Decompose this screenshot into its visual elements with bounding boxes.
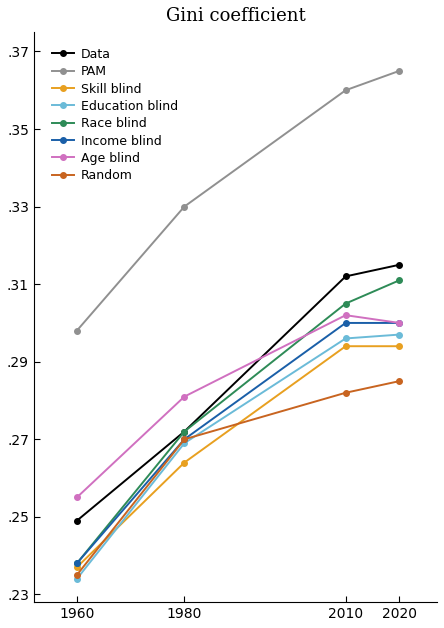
Data: [74, 517, 79, 524]
Age blind: [343, 311, 348, 319]
Data: [397, 261, 402, 269]
Age blind: [397, 319, 402, 327]
Line: Random: Random: [74, 378, 402, 578]
Income blind: [182, 436, 187, 443]
Line: PAM: PAM: [74, 68, 402, 333]
Line: Income blind: Income blind: [74, 320, 402, 566]
Data: [182, 428, 187, 435]
Random: [182, 436, 187, 443]
Data: [343, 273, 348, 280]
Random: [397, 377, 402, 385]
Skill blind: [74, 563, 79, 571]
Skill blind: [343, 342, 348, 350]
Skill blind: [182, 459, 187, 467]
PAM: [74, 327, 79, 335]
Income blind: [343, 319, 348, 327]
Line: Age blind: Age blind: [74, 312, 402, 501]
Line: Race blind: Race blind: [74, 278, 402, 566]
PAM: [397, 67, 402, 75]
Random: [74, 571, 79, 579]
Race blind: [74, 560, 79, 567]
Race blind: [397, 276, 402, 284]
Title: Gini coefficient: Gini coefficient: [166, 7, 305, 25]
Age blind: [74, 494, 79, 501]
Education blind: [343, 335, 348, 342]
Line: Skill blind: Skill blind: [74, 344, 402, 570]
Education blind: [397, 331, 402, 338]
Age blind: [182, 393, 187, 401]
Income blind: [74, 560, 79, 567]
Income blind: [397, 319, 402, 327]
Race blind: [182, 428, 187, 435]
Race blind: [343, 300, 348, 307]
Skill blind: [397, 342, 402, 350]
Legend: Data, PAM, Skill blind, Education blind, Race blind, Income blind, Age blind, Ra: Data, PAM, Skill blind, Education blind,…: [48, 44, 182, 186]
PAM: [343, 87, 348, 94]
PAM: [182, 203, 187, 210]
Education blind: [182, 440, 187, 447]
Line: Education blind: Education blind: [74, 332, 402, 582]
Line: Data: Data: [74, 262, 402, 524]
Education blind: [74, 575, 79, 583]
Random: [343, 389, 348, 396]
